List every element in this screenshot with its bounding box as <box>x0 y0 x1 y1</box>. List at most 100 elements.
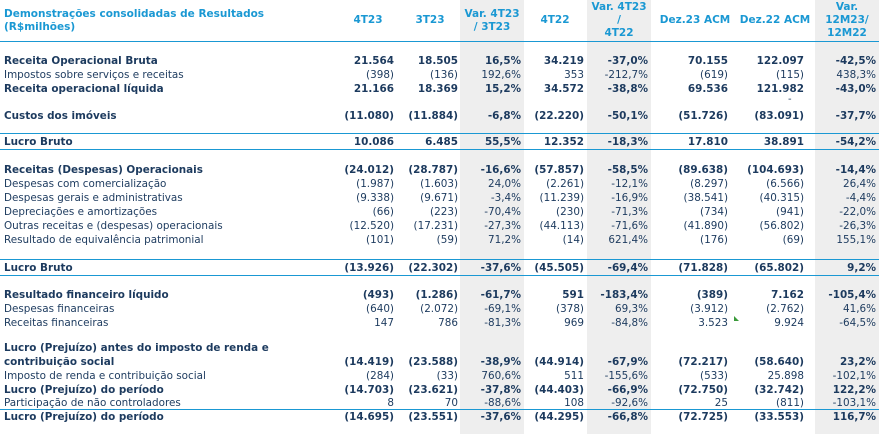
cell-value: -64,5% <box>839 317 876 329</box>
cell-value: (14.703) <box>344 384 394 396</box>
cell-value: (493) <box>362 289 394 301</box>
cell-value: 122.097 <box>756 55 804 67</box>
cell-value: 38.891 <box>763 136 804 148</box>
cell-value: -37,6% <box>480 262 521 274</box>
cell-value: -37,0% <box>607 55 648 67</box>
cell-value: -16,6% <box>480 164 521 176</box>
table-row: Lucro (Prejuízo) do período (14.695) (23… <box>0 410 879 424</box>
row-label: Resultado de equivalência patrimonial <box>4 234 204 246</box>
cell-value: (56.802) <box>759 220 804 232</box>
cell-value: (14) <box>562 234 584 246</box>
cell-value: (619) <box>700 69 728 81</box>
cell-value: -88,6% <box>484 397 521 409</box>
row-label: Receitas (Despesas) Operacionais <box>4 164 203 176</box>
cell-value: -3,4% <box>490 192 521 204</box>
cell-value: 3.523 <box>698 317 728 329</box>
cell-value: -61,7% <box>480 289 521 301</box>
cell-value: (2.072) <box>420 303 458 315</box>
cell-value: 8 <box>387 397 394 409</box>
cell-value: -66,9% <box>607 384 648 396</box>
cell-value: 7.162 <box>771 289 804 301</box>
cell-value: (8.297) <box>690 178 728 190</box>
cell-value: (22.220) <box>534 110 584 122</box>
cell-value: 55,5% <box>484 136 521 148</box>
cell-value: 511 <box>564 370 584 382</box>
cell-value: 21.166 <box>353 83 394 95</box>
cell-value: (389) <box>696 289 728 301</box>
cell-value: (176) <box>700 234 728 246</box>
cell-value: -22,0% <box>839 206 876 218</box>
cell-value: -14,4% <box>835 164 876 176</box>
col-header: Dez.23 ACM <box>659 14 731 26</box>
cell-value: (44.914) <box>534 356 584 368</box>
cell-value: (2.261) <box>546 178 584 190</box>
cell-value: -43,0% <box>835 83 876 95</box>
cell-value: (28.787) <box>408 164 458 176</box>
cell-value: 18.505 <box>417 55 458 67</box>
table-row: Receita Operacional Bruta 21.564 18.505 … <box>0 54 879 68</box>
table-row: Resultado financeiro líquido (493) (1.28… <box>0 288 879 302</box>
cell-value: (284) <box>366 370 394 382</box>
cell-value: -16,9% <box>611 192 648 204</box>
cell-value: (2.762) <box>766 303 804 315</box>
cell-value: (6.566) <box>766 178 804 190</box>
cell-value: (811) <box>776 397 804 409</box>
cell-value: -105,4% <box>828 289 876 301</box>
cell-value: 34.572 <box>543 83 584 95</box>
cell-value: 122,2% <box>832 384 876 396</box>
cell-value: -18,3% <box>607 136 648 148</box>
cell-value: (69) <box>782 234 804 246</box>
cell-value: (38.541) <box>683 192 728 204</box>
table-row: Participação de não controladores 8 70 -… <box>0 396 879 410</box>
table-row: Receitas (Despesas) Operacionais (24.012… <box>0 163 879 177</box>
col-header: Var. 4T23 / 3T23 <box>464 7 520 33</box>
cell-value: -69,1% <box>484 303 521 315</box>
cell-value: (89.638) <box>678 164 728 176</box>
table-header: Demonstrações consolidadas de Resultados… <box>0 0 879 41</box>
cell-value: (11.080) <box>344 110 394 122</box>
cell-value: 591 <box>562 289 584 301</box>
cell-value: (72.750) <box>678 384 728 396</box>
table-row: Depreciações e amortizações (66) (223) -… <box>0 205 879 219</box>
row-label: Lucro Bruto <box>4 136 73 148</box>
cell-value: 71,2% <box>487 234 521 246</box>
cell-value: 21.564 <box>353 55 394 67</box>
cell-value: -27,3% <box>484 220 521 232</box>
cell-value: -37,7% <box>835 110 876 122</box>
cell-value: (115) <box>776 69 804 81</box>
table-row: Lucro Bruto 10.086 6.485 55,5% 12.352 -1… <box>0 135 879 149</box>
table-row: Lucro (Prejuízo) antes do imposto de ren… <box>0 341 879 369</box>
cell-value: -37,6% <box>480 411 521 423</box>
table-title: Demonstrações consolidadas de Resultados… <box>4 7 265 33</box>
row-label: Receita operacional líquida <box>4 83 164 95</box>
cell-value: (14.695) <box>344 411 394 423</box>
row-divider <box>0 259 879 260</box>
col-header: Dez.22 ACM <box>739 14 811 26</box>
cell-value: (12.520) <box>349 220 394 232</box>
cell-value: 70 <box>444 397 458 409</box>
cell-value: (398) <box>366 69 394 81</box>
cell-value: 26,4% <box>842 178 876 190</box>
row-label: Imposto de renda e contribuição social <box>4 370 206 382</box>
comment-marker-icon <box>734 316 739 321</box>
row-label: Receita Operacional Bruta <box>4 55 158 67</box>
row-label: Despesas com comercialização <box>4 178 167 190</box>
cell-value: (71.828) <box>678 262 728 274</box>
row-label: Lucro (Prejuízo) antes do imposto de ren… <box>4 342 269 368</box>
cell-value: (72.217) <box>678 356 728 368</box>
cell-value: (734) <box>700 206 728 218</box>
cell-value: (83.091) <box>754 110 804 122</box>
row-divider <box>0 133 879 134</box>
cell-value: 69,3% <box>614 303 648 315</box>
cell-value: (44.113) <box>539 220 584 232</box>
cell-value: -66,8% <box>607 411 648 423</box>
cell-value: (104.693) <box>747 164 804 176</box>
cell-value: (1.286) <box>415 289 458 301</box>
cell-value: (24.012) <box>344 164 394 176</box>
table-row: Receitas financeiras 147 786 -81,3% 969 … <box>0 316 879 330</box>
cell-value: 116,7% <box>832 411 876 423</box>
cell-value: (1.987) <box>356 178 394 190</box>
header-shade <box>460 0 524 41</box>
cell-value: 69.536 <box>687 83 728 95</box>
row-divider <box>0 275 879 276</box>
